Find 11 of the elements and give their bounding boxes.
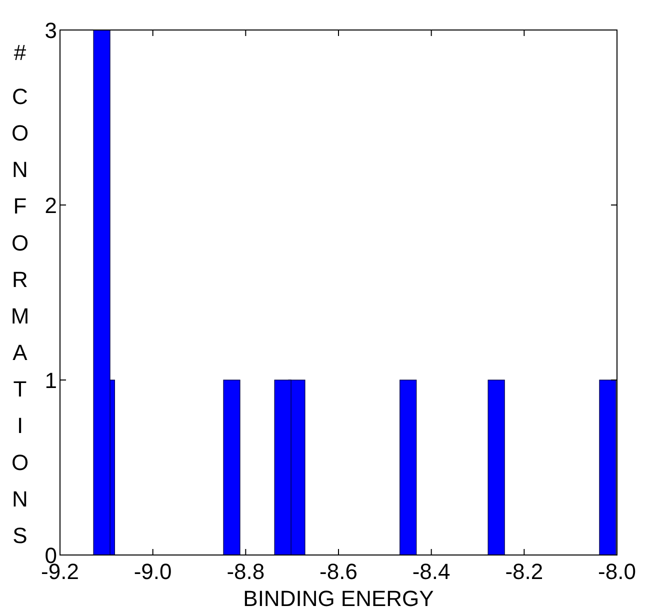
y-tick-label: 2 (44, 193, 57, 218)
x-tick-label: -8.8 (226, 559, 265, 584)
y-tick-label: 1 (44, 368, 57, 393)
y-tick-label: 3 (44, 18, 57, 43)
text: # CONFORMATIONS (10, 40, 30, 548)
x-tick-label: -9.0 (134, 559, 172, 584)
x-tick-label: -8.6 (320, 559, 358, 584)
x-tick-label: -8.2 (505, 559, 544, 584)
x-tick-label: -8.4 (412, 559, 450, 584)
x-axis-title: BINDING ENERGY (243, 586, 434, 611)
x-tick-label: -8.0 (598, 559, 636, 584)
